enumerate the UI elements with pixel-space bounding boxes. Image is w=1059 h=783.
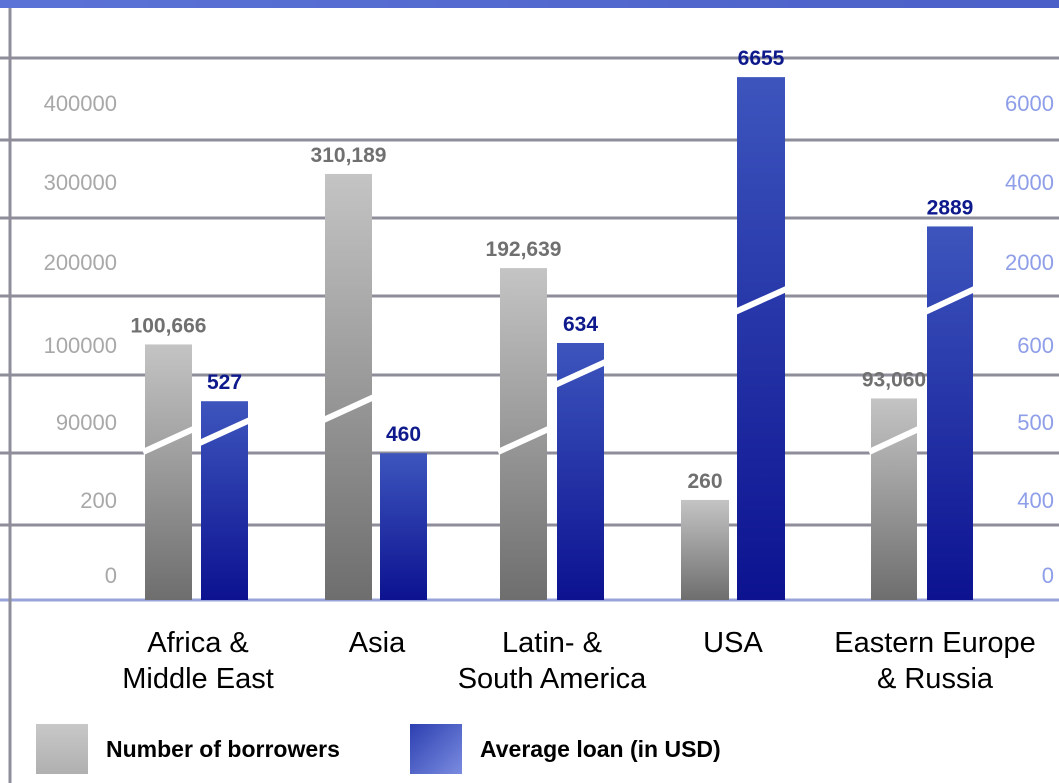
borrowers-bar <box>145 344 192 600</box>
legend-swatch-average-loan <box>410 724 462 774</box>
axis-break-mark <box>553 356 614 388</box>
legend-item-average-loan: Average loan (in USD) <box>410 724 721 774</box>
left-axis-tick: 90000 <box>56 410 117 435</box>
axis-break-mark <box>923 283 983 315</box>
legend-label-borrowers: Number of borrowers <box>106 735 340 762</box>
axis-break-mark <box>141 423 202 455</box>
right-axis-tick: 400 <box>1017 488 1054 513</box>
category-label: Latin- & South America <box>458 627 647 695</box>
average-loan-value-label: 527 <box>207 371 242 394</box>
right-axis-tick: 600 <box>1017 333 1054 358</box>
legend-label-average-loan: Average loan (in USD) <box>480 735 721 762</box>
average-loan-bar <box>380 453 427 600</box>
left-axis-tick: 300000 <box>44 170 117 195</box>
average-loan-value-label: 634 <box>563 313 598 336</box>
left-axis-tick: 200 <box>80 488 117 513</box>
right-axis-tick: 500 <box>1017 410 1054 435</box>
borrowers-value-label: 260 <box>687 470 722 493</box>
borrowers-value-label: 93,060 <box>862 368 926 391</box>
legend-item-borrowers: Number of borrowers <box>36 724 340 774</box>
axis-break-mark <box>197 414 258 446</box>
category-label: Africa & Middle East <box>122 627 274 695</box>
right-axis-tick: 2000 <box>1005 250 1054 275</box>
axis-break-mark <box>496 423 557 455</box>
legend-swatch-borrowers <box>36 724 88 774</box>
borrowers-bar <box>871 398 917 600</box>
header-band <box>0 0 1059 8</box>
left-axis-tick: 100000 <box>44 333 117 358</box>
category-label: Asia <box>349 627 406 659</box>
average-loan-bar <box>927 226 973 600</box>
borrowers-value-label: 192,639 <box>486 238 562 261</box>
axis-break-mark <box>733 283 795 315</box>
right-axis-tick: 0 <box>1042 563 1054 588</box>
left-axis-tick: 0 <box>105 563 117 588</box>
average-loan-value-label: 460 <box>386 423 421 446</box>
right-axis-tick: 4000 <box>1005 170 1054 195</box>
borrowers-bar <box>325 173 372 600</box>
average-loan-bar <box>557 342 604 600</box>
right-axis-tick: 6000 <box>1005 91 1054 116</box>
left-axis-tick: 400000 <box>44 91 117 116</box>
borrowers-value-label: 100,666 <box>131 314 207 337</box>
axis-break-mark <box>321 391 382 424</box>
category-label: USA <box>703 627 763 659</box>
average-loan-value-label: 6655 <box>738 47 785 70</box>
category-label: Eastern Europe & Russia <box>834 627 1036 695</box>
average-loan-bar <box>737 77 785 600</box>
borrowers-value-label: 310,189 <box>311 144 387 167</box>
average-loan-value-label: 2889 <box>927 196 974 219</box>
left-axis-tick: 200000 <box>44 250 117 275</box>
borrowers-bar <box>681 499 729 600</box>
axis-break-mark <box>867 423 927 455</box>
